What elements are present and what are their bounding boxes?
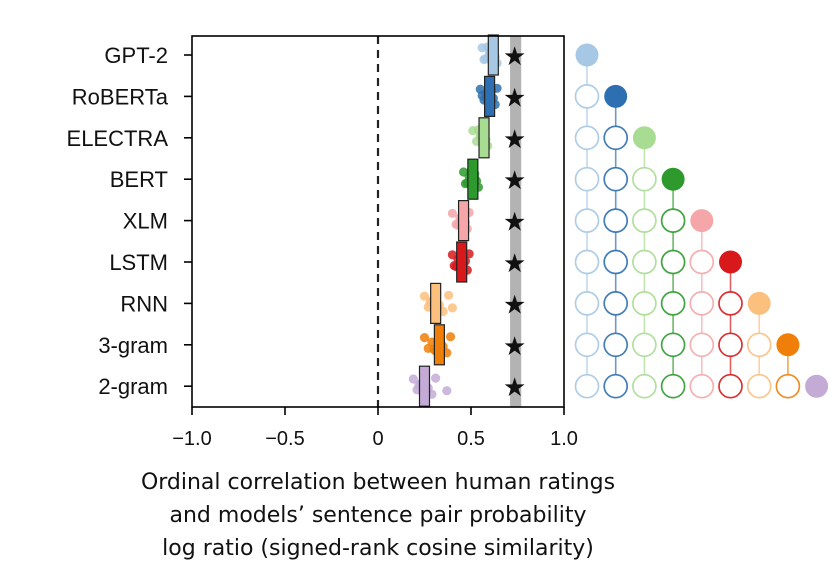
x-tick-label: −1.0 xyxy=(172,428,211,450)
matrix-open-circle xyxy=(632,291,657,316)
matrix-dot-lstm xyxy=(719,250,742,274)
median-box-roberta xyxy=(484,75,496,118)
matrix-dot-3-gram xyxy=(776,333,800,357)
matrix-open-circle xyxy=(603,291,629,316)
matrix-open-circle xyxy=(632,166,657,192)
data-point-rnn xyxy=(444,290,454,300)
matrix-dot-electra xyxy=(632,126,656,150)
matrix-open-circle xyxy=(574,249,600,275)
matrix-open-circle xyxy=(660,208,686,233)
matrix-open-circle xyxy=(689,249,715,275)
matrix-open-circle xyxy=(603,332,629,358)
matrix-open-circle xyxy=(660,249,686,275)
significance-star: ★ xyxy=(503,332,526,362)
matrix-open-circle xyxy=(632,249,657,275)
matrix-open-circle xyxy=(689,373,715,399)
x-axis-label-line-3: log ratio (signed-rank cosine similarity… xyxy=(162,536,594,561)
matrix-open-circle xyxy=(632,208,657,233)
data-point-xlm xyxy=(447,208,457,218)
matrix-open-circle xyxy=(718,332,743,358)
noise-ceiling-band xyxy=(510,36,522,407)
model-label-rnn: RNN xyxy=(120,291,168,316)
matrix-open-circle xyxy=(574,166,600,192)
matrix-open-circle xyxy=(746,373,772,399)
model-label-bert: BERT xyxy=(110,167,168,192)
x-axis-label-line-1: Ordinal correlation between human rating… xyxy=(141,470,615,495)
matrix-open-circle xyxy=(603,249,629,275)
significance-star: ★ xyxy=(503,208,526,238)
significance-star: ★ xyxy=(503,290,526,320)
data-point-3-gram xyxy=(445,332,456,342)
model-label-roberta: RoBERTa xyxy=(72,84,169,109)
matrix-open-circle xyxy=(574,291,600,316)
median-box-xlm xyxy=(457,200,470,242)
data-point-3-gram xyxy=(419,333,430,343)
matrix-open-circle xyxy=(660,291,686,316)
matrix-open-circle xyxy=(603,166,629,192)
matrix-open-circle xyxy=(574,373,600,399)
matrix-open-circle xyxy=(574,208,600,233)
pairwise-comparison-matrix xyxy=(574,43,829,399)
matrix-open-circle xyxy=(574,84,600,109)
matrix-open-circle xyxy=(660,373,686,399)
matrix-dot-xlm xyxy=(690,209,714,233)
data-point-2-gram xyxy=(408,374,418,384)
x-tick-label: 0 xyxy=(372,428,383,450)
matrix-open-circle xyxy=(660,332,686,358)
model-labels: GPT-2 RoBERTa ELECTRA BERT XLM LSTM RNN 3-gram 2… xyxy=(67,43,192,399)
significance-star: ★ xyxy=(503,125,526,155)
matrix-open-circle xyxy=(603,373,629,399)
median-box-gpt-2 xyxy=(487,34,499,76)
matrix-open-circle xyxy=(746,332,772,358)
median-box-layer xyxy=(418,34,499,407)
x-tick-label: 0.5 xyxy=(457,428,485,450)
matrix-open-circle xyxy=(718,291,743,316)
median-box-rnn xyxy=(430,282,442,324)
median-box-3-gram xyxy=(433,324,445,366)
data-point-2-gram xyxy=(442,386,452,396)
x-axis-label-line-2: and models’ sentence pair probability xyxy=(170,503,587,528)
matrix-open-circle xyxy=(689,291,715,316)
model-label-2-gram: 2-gram xyxy=(98,374,168,399)
matrix-dot-rnn xyxy=(747,291,771,315)
matrix-dot-gpt-2 xyxy=(575,43,599,67)
x-axis-label: Ordinal correlation between human rating… xyxy=(141,470,615,561)
model-label-gpt-2: GPT-2 xyxy=(104,43,168,68)
matrix-open-circle xyxy=(632,332,657,358)
noise-ceiling-layer xyxy=(510,36,522,407)
data-point-rnn xyxy=(419,291,430,301)
matrix-open-circle xyxy=(574,125,600,151)
matrix-open-circle xyxy=(603,125,629,151)
data-point-rnn xyxy=(447,303,457,313)
median-box-bert xyxy=(467,158,479,200)
matrix-open-circle xyxy=(603,208,629,233)
significance-star: ★ xyxy=(503,373,526,403)
matrix-open-circle xyxy=(632,373,657,399)
significance-star: ★ xyxy=(503,249,526,279)
matrix-dot-bert xyxy=(661,167,685,191)
median-box-electra xyxy=(478,117,490,159)
x-tick-label: −0.5 xyxy=(265,428,304,450)
matrix-open-circle xyxy=(775,373,801,399)
model-label-xlm: XLM xyxy=(123,209,168,234)
median-box-lstm xyxy=(456,241,468,283)
significance-star: ★ xyxy=(503,166,526,196)
model-label-lstm: LSTM xyxy=(109,250,168,275)
significance-stars: ★ ★ ★ ★ ★ ★ ★ ★ ★ xyxy=(503,42,526,403)
x-tick-label: 1.0 xyxy=(550,428,578,450)
significance-star: ★ xyxy=(503,42,526,72)
model-label-3-gram: 3-gram xyxy=(98,333,168,358)
model-label-electra: ELECTRA xyxy=(67,126,169,151)
significance-star: ★ xyxy=(503,83,526,113)
median-box-2-gram xyxy=(418,365,431,407)
data-point-2-gram xyxy=(431,373,441,383)
axes: −1.0 −0.5 0 0.5 1.0 xyxy=(172,35,578,450)
matrix-open-circle xyxy=(574,332,600,358)
matrix-dot-2-gram xyxy=(805,374,829,398)
matrix-dot-roberta xyxy=(604,84,628,108)
matrix-open-circle xyxy=(718,373,743,399)
matrix-open-circle xyxy=(689,332,715,358)
